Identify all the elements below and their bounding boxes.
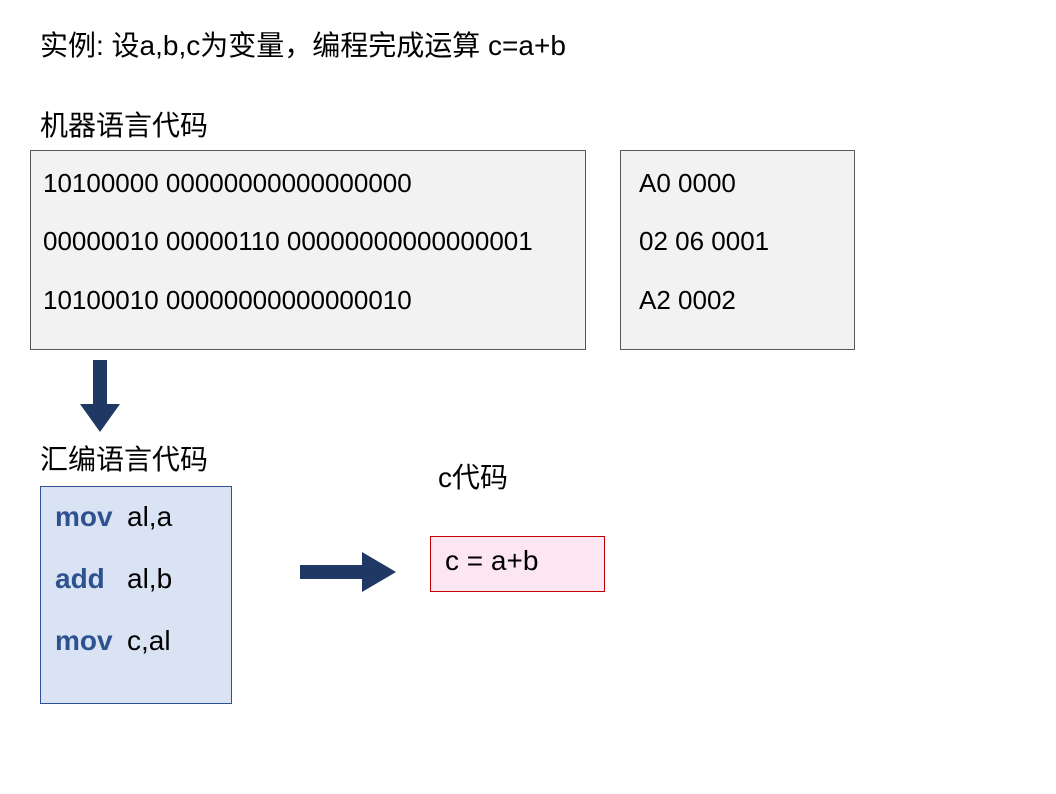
asm-args: al,b (127, 563, 172, 594)
hex-line: 02 06 0001 (639, 223, 836, 259)
hex-line: A2 0002 (639, 282, 836, 318)
asm-row: moval,a (55, 501, 217, 533)
binary-code-box: 10100000 00000000000000000 00000010 0000… (30, 150, 586, 350)
asm-row: addal,b (55, 563, 217, 595)
asm-args: c,al (127, 625, 171, 656)
assembly-code-box: moval,a addal,b movc,al (40, 486, 232, 704)
binary-line: 10100000 00000000000000000 (43, 165, 573, 201)
c-code-label: c代码 (438, 456, 508, 496)
asm-op: mov (55, 625, 127, 657)
arrow-down-icon (80, 360, 120, 432)
asm-op: mov (55, 501, 127, 533)
asm-op: add (55, 563, 127, 595)
binary-line: 00000010 00000110 00000000000000001 (43, 223, 573, 259)
hex-line: A0 0000 (639, 165, 836, 201)
c-code-text: c = a+b (445, 545, 538, 576)
machine-code-label: 机器语言代码 (40, 104, 208, 144)
assembly-code-label: 汇编语言代码 (40, 438, 208, 478)
asm-row: movc,al (55, 625, 217, 657)
c-code-box: c = a+b (430, 536, 605, 592)
hex-code-box: A0 0000 02 06 0001 A2 0002 (620, 150, 855, 350)
binary-line: 10100010 00000000000000010 (43, 282, 573, 318)
arrow-right-icon (300, 552, 396, 592)
asm-args: al,a (127, 501, 172, 532)
example-title: 实例: 设a,b,c为变量，编程完成运算 c=a+b (40, 24, 566, 64)
